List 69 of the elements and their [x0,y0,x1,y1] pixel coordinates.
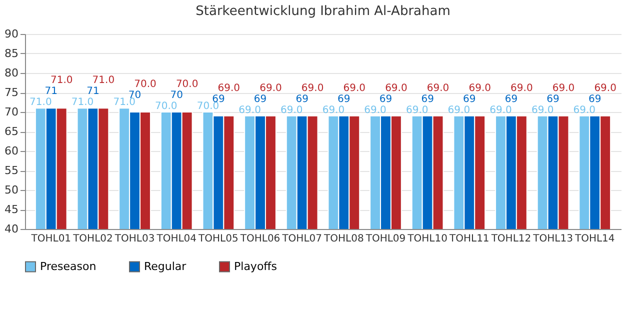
data-label: 71.0 [92,75,115,86]
data-label: 69.0 [468,82,491,94]
data-label: 69 [254,94,267,105]
data-label: 69.0 [364,104,386,116]
legend-label: Regular [144,260,187,273]
y-tick-label: 50 [4,184,18,196]
data-label: 69.0 [510,82,533,94]
x-tick-label: TOHL12 [490,234,532,244]
data-label: 69.0 [573,104,596,116]
x-tick-label: TOHL05 [198,234,238,244]
data-label: 69 [421,94,434,105]
x-tick-label: TOHL01 [30,234,72,244]
data-label: 69.0 [301,82,324,94]
data-label: 69.0 [406,104,428,116]
data-label: 70.0 [196,101,220,112]
x-tick-label: TOHL09 [364,234,406,244]
data-label: 69.0 [260,82,282,94]
data-label: 71 [44,86,58,98]
data-label: 69.0 [552,82,575,94]
data-label: 69 [338,94,350,105]
x-tick-label: TOHL06 [239,234,280,244]
data-label: 69.0 [238,104,261,116]
x-tick-label: TOHL03 [114,234,155,244]
x-tick-label: TOHL08 [323,234,364,244]
y-tick-label: 80 [4,66,18,80]
data-label: 69.0 [280,104,303,116]
x-tick-label: TOHL02 [72,234,113,244]
data-label: 69.0 [385,82,408,94]
data-label: 71.0 [113,97,136,108]
data-label: 71.0 [71,97,94,108]
x-tick-label: TOHL13 [532,234,573,244]
y-tick-label: 55 [4,164,18,177]
x-tick-label: TOHL07 [281,234,322,244]
data-label: 69 [463,94,476,105]
data-label: 69.0 [343,82,366,94]
x-tick-label: TOHL11 [448,234,490,244]
data-label: 69.0 [448,104,470,116]
data-label: 69 [379,94,392,105]
legend-label: Preseason [40,260,96,273]
x-tick-label: TOHL14 [574,234,615,244]
y-tick-label: 40 [4,222,18,236]
y-tick-label: 90 [4,28,18,40]
data-label: 69 [546,94,560,105]
y-tick-label: 70 [4,106,18,118]
y-tick-label: 65 [4,125,18,138]
data-label: 69.0 [531,104,554,116]
y-tick-label: 45 [4,203,18,216]
legend-label: Playoffs [234,260,278,273]
data-label: 70.0 [155,101,178,112]
data-label: 69 [588,94,602,105]
data-label: 69 [296,94,308,105]
data-label: 71 [86,86,100,98]
data-label: 69.0 [322,104,345,116]
data-label: 71.0 [30,97,52,108]
x-tick-label: TOHL10 [406,234,448,244]
data-label: 69.0 [594,82,616,94]
data-label: 71.0 [50,75,73,86]
y-tick-label: 60 [4,144,18,158]
data-label: 69 [504,94,518,105]
y-tick-label: 75 [4,86,18,99]
data-label: 69.0 [490,104,512,116]
y-tick-label: 85 [4,47,18,60]
data-label: 69.0 [218,82,240,94]
chart-title: Stärkeentwicklung Ibrahim Al-Abraham [196,4,450,19]
data-label: 70.0 [134,79,156,90]
data-label: 69.0 [426,82,450,94]
data-label: 70 [170,90,183,101]
x-tick-label: TOHL04 [156,234,197,244]
data-label: 70.0 [176,79,198,90]
